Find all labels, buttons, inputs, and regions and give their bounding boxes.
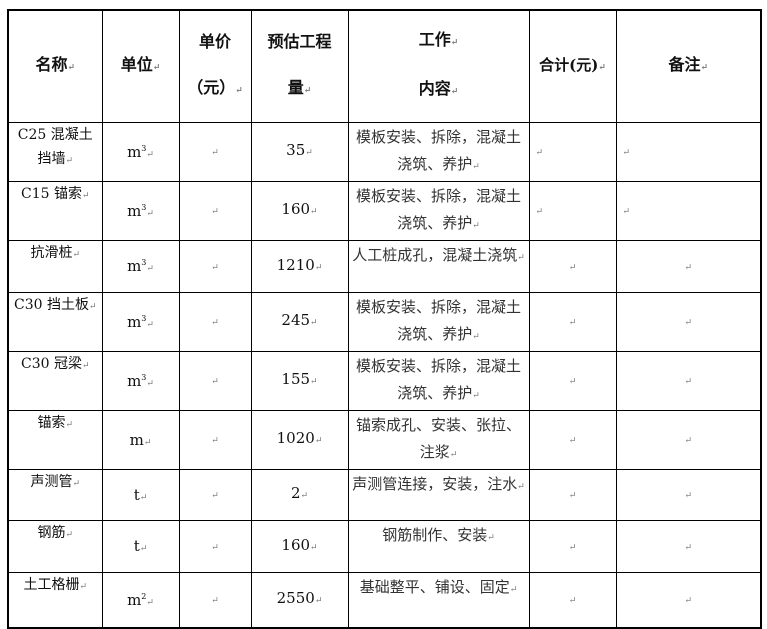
table-row: C15 锚索m3 160模板安装、拆除，混凝土浇筑、养护 [7,180,762,241]
cell-name: C25 混凝土挡墙 [7,121,103,182]
header-unit: 单位 [101,9,180,123]
cell-total[interactable] [528,519,617,573]
cell-total[interactable] [528,121,617,182]
cell-total[interactable] [528,409,617,470]
header-total: 合计(元) [528,9,617,123]
cell-quantity: 1210 [250,239,349,293]
table-row: C30 冠梁m3 155模板安装、拆除，混凝土浇筑、养护 [7,350,762,411]
cell-total[interactable] [528,468,617,521]
cell-name: 钢筋 [7,519,103,573]
cell-price[interactable] [178,121,252,182]
cell-note[interactable] [615,519,762,573]
cell-note[interactable] [615,409,762,470]
cell-unit: m3 [101,239,180,293]
cell-work: 人工桩成孔，混凝土浇筑 [347,239,530,293]
cell-name: 声测管 [7,468,103,521]
cell-note[interactable] [615,571,762,629]
cell-unit: m3 [101,291,180,352]
cell-total[interactable] [528,571,617,629]
cell-price[interactable] [178,571,252,629]
cell-quantity: 2 [250,468,349,521]
cell-price[interactable] [178,180,252,241]
cell-work: 钢筋制作、安装 [347,519,530,573]
cell-quantity: 2550 [250,571,349,629]
cell-note[interactable] [615,180,762,241]
cell-work: 声测管连接，安装，注水 [347,468,530,521]
cell-price[interactable] [178,468,252,521]
cell-note[interactable] [615,468,762,521]
cell-quantity: 35 [250,121,349,182]
cell-price[interactable] [178,291,252,352]
cell-unit: m3 [101,350,180,411]
cell-unit: t [101,468,180,521]
cell-quantity: 160 [250,180,349,241]
cell-name: C30 挡土板 [7,291,103,352]
cell-price[interactable] [178,519,252,573]
cell-price[interactable] [178,350,252,411]
cell-total[interactable] [528,291,617,352]
cell-quantity: 245 [250,291,349,352]
header-price: 单价 （元） [178,9,252,123]
cell-name: 土工格栅 [7,571,103,629]
cell-quantity: 160 [250,519,349,573]
cell-unit: t [101,519,180,573]
cell-note[interactable] [615,239,762,293]
cell-work: 模板安装、拆除，混凝土浇筑、养护 [347,180,530,241]
header-work: 工作内容 [347,9,530,123]
header-note: 备注 [615,9,762,123]
table-row: C25 混凝土挡墙m3 35模板安装、拆除，混凝土浇筑、养护 [7,121,762,182]
cell-total[interactable] [528,350,617,411]
table-row: 声测管t 2声测管连接，安装，注水 [7,468,762,521]
table-row: 土工格栅m2 2550基础整平、铺设、固定 [7,571,762,629]
cell-quantity: 155 [250,350,349,411]
cell-work: 模板安装、拆除，混凝土浇筑、养护 [347,350,530,411]
cell-name: 锚索 [7,409,103,470]
header-name: 名称 [7,9,103,123]
cell-work: 模板安装、拆除，混凝土浇筑、养护 [347,291,530,352]
table-row: 抗滑桩m3 1210人工桩成孔，混凝土浇筑 [7,239,762,293]
cell-quantity: 1020 [250,409,349,470]
header-quantity: 预估工程量 [250,9,349,123]
table-row: 锚索m 1020锚索成孔、安装、张拉、注浆 [7,409,762,470]
cell-note[interactable] [615,121,762,182]
cell-name: C30 冠梁 [7,350,103,411]
cell-name: C15 锚索 [7,180,103,241]
cell-unit: m3 [101,121,180,182]
cell-work: 锚索成孔、安装、张拉、注浆 [347,409,530,470]
cell-price[interactable] [178,409,252,470]
cell-work: 基础整平、铺设、固定 [347,571,530,629]
cell-note[interactable] [615,350,762,411]
cell-total[interactable] [528,180,617,241]
table-row: 钢筋t 160钢筋制作、安装 [7,519,762,573]
cell-unit: m3 [101,180,180,241]
cell-work: 模板安装、拆除，混凝土浇筑、养护 [347,121,530,182]
cell-total[interactable] [528,239,617,293]
cell-name: 抗滑桩 [7,239,103,293]
table-row: C30 挡土板m3 245模板安装、拆除，混凝土浇筑、养护 [7,291,762,352]
cell-unit: m [101,409,180,470]
cell-note[interactable] [615,291,762,352]
cell-unit: m2 [101,571,180,629]
cell-price[interactable] [178,239,252,293]
